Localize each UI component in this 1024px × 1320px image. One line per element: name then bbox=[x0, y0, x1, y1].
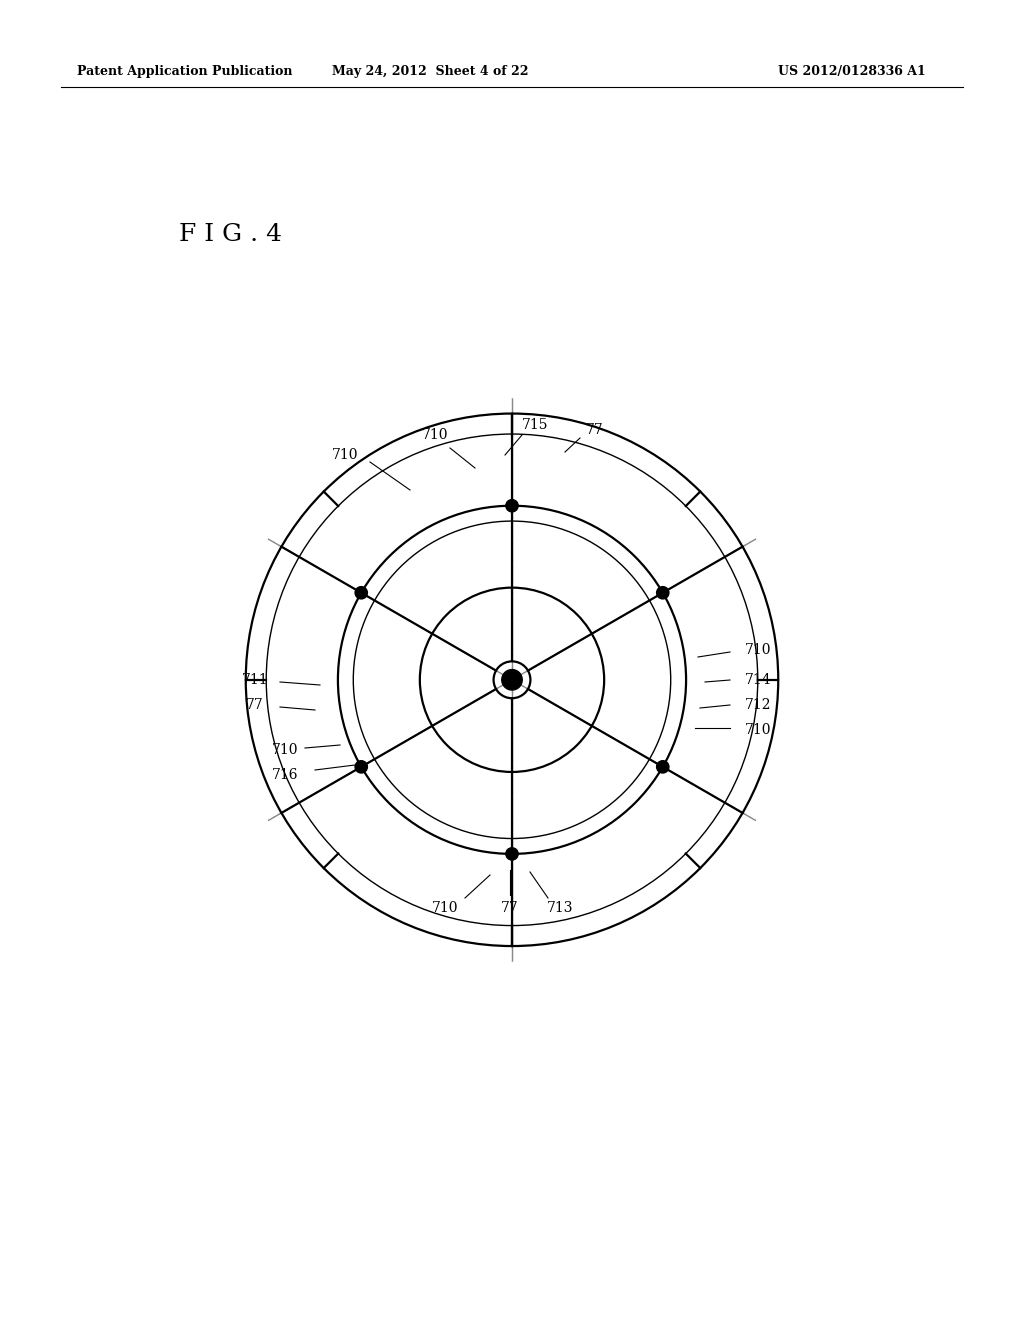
Text: 77: 77 bbox=[246, 698, 264, 711]
Circle shape bbox=[656, 760, 669, 774]
Circle shape bbox=[506, 847, 518, 861]
Text: 710: 710 bbox=[271, 743, 298, 756]
Text: 711: 711 bbox=[242, 673, 268, 686]
Text: US 2012/0128336 A1: US 2012/0128336 A1 bbox=[778, 65, 926, 78]
Text: 710: 710 bbox=[422, 428, 449, 442]
Circle shape bbox=[502, 669, 522, 690]
Text: 77: 77 bbox=[501, 902, 519, 915]
Text: F I G . 4: F I G . 4 bbox=[179, 223, 283, 247]
Text: 710: 710 bbox=[745, 643, 771, 657]
Text: 710: 710 bbox=[432, 902, 459, 915]
Text: 715: 715 bbox=[522, 418, 548, 432]
Text: 716: 716 bbox=[271, 768, 298, 781]
Text: 714: 714 bbox=[745, 673, 772, 686]
Text: 710: 710 bbox=[745, 723, 771, 737]
Circle shape bbox=[355, 760, 368, 774]
Text: 77: 77 bbox=[586, 422, 604, 437]
Text: Patent Application Publication: Patent Application Publication bbox=[77, 65, 292, 78]
Circle shape bbox=[355, 586, 368, 599]
Circle shape bbox=[656, 586, 669, 599]
Text: May 24, 2012  Sheet 4 of 22: May 24, 2012 Sheet 4 of 22 bbox=[332, 65, 528, 78]
Circle shape bbox=[506, 499, 518, 512]
Text: 712: 712 bbox=[745, 698, 771, 711]
Text: 713: 713 bbox=[547, 902, 573, 915]
Text: 710: 710 bbox=[332, 447, 358, 462]
